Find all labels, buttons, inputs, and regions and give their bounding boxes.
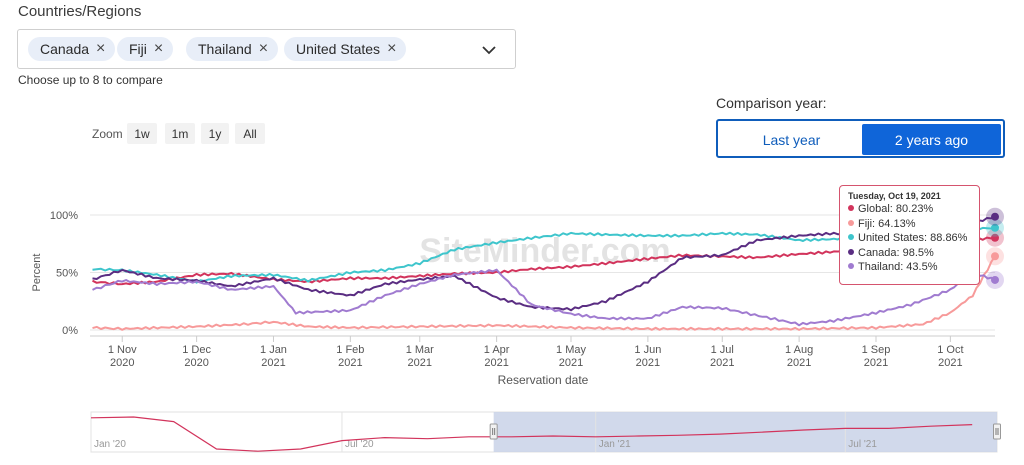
zoom-1w-button[interactable]: 1w bbox=[127, 123, 157, 144]
x-tick-label: 1 Jan bbox=[260, 344, 287, 356]
navigator-tick-label: Jan '21 bbox=[599, 439, 631, 450]
chevron-down-icon[interactable] bbox=[481, 42, 497, 58]
remove-chip-icon[interactable]: × bbox=[96, 40, 106, 57]
x-axis-title: Reservation date bbox=[498, 373, 589, 387]
chip-label: United States bbox=[296, 41, 381, 57]
watermark-text: SiteMinder.com bbox=[419, 232, 670, 270]
tooltip-text: United States: 88.86% bbox=[858, 232, 968, 244]
x-tick-label: 2021 bbox=[710, 357, 734, 369]
x-tick-label: 2021 bbox=[408, 357, 432, 369]
hover-tooltip: Tuesday, Oct 19, 2021 Global: 80.23% Fij… bbox=[839, 185, 980, 285]
navigator-tick-label: Jul '21 bbox=[848, 439, 877, 450]
hover-marker bbox=[991, 252, 999, 261]
zoom-label: Zoom bbox=[92, 127, 123, 141]
x-tick-label: 1 Sep bbox=[862, 344, 891, 356]
x-tick-label: 2021 bbox=[636, 357, 660, 369]
x-tick-label: 2021 bbox=[864, 357, 888, 369]
tooltip-text: Global: 80.23% bbox=[858, 203, 934, 215]
chip-thailand[interactable]: Thailand × bbox=[186, 37, 279, 61]
legend-dot bbox=[848, 219, 854, 226]
tooltip-text: Fiji: 64.13% bbox=[858, 217, 916, 230]
x-tick-label: 1 Apr bbox=[484, 344, 510, 356]
range-navigator[interactable]: Jan '20 Jul '20 Jan '21 Jul '21 bbox=[90, 411, 1001, 453]
tooltip-row-fiji: Fiji: 64.13% bbox=[848, 217, 971, 232]
countries-multiselect[interactable]: Canada × Fiji × Thailand × United States… bbox=[17, 29, 516, 69]
x-tick-label: 2021 bbox=[261, 357, 285, 369]
compare-limit-hint: Choose up to 8 to compare bbox=[18, 73, 163, 87]
x-tick-label: 1 Jun bbox=[634, 344, 661, 356]
x-tick-label: 2020 bbox=[184, 357, 208, 369]
y-axis-title: Percent bbox=[31, 254, 43, 292]
x-tick-label: 2021 bbox=[787, 357, 811, 369]
hover-marker bbox=[991, 275, 999, 284]
x-tick-label: 1 Aug bbox=[785, 344, 813, 356]
x-tick-label: 2021 bbox=[338, 357, 362, 369]
zoom-all-button[interactable]: All bbox=[235, 123, 265, 144]
tooltip-row-united-states: United States: 88.86% bbox=[848, 231, 971, 246]
comparison-year-toggle: Last year 2 years ago bbox=[716, 119, 1005, 158]
y-tick-label: 0% bbox=[62, 325, 78, 337]
legend-dot bbox=[848, 248, 854, 255]
x-tick-label: 1 May bbox=[556, 344, 586, 356]
x-tick-label: 1 Jul bbox=[711, 344, 734, 356]
remove-chip-icon[interactable]: × bbox=[153, 40, 164, 57]
remove-chip-icon[interactable]: × bbox=[258, 40, 269, 57]
legend-dot bbox=[848, 205, 854, 211]
zoom-1y-button[interactable]: 1y bbox=[201, 123, 229, 144]
navigator-handle bbox=[489, 423, 498, 440]
tooltip-row-global: Global: 80.23% bbox=[848, 202, 971, 217]
legend-dot bbox=[848, 263, 854, 269]
countries-regions-title: Countries/Regions bbox=[18, 3, 142, 20]
y-axis: 0% 50% 100% Percent bbox=[31, 210, 78, 337]
series-line-fiji bbox=[92, 255, 996, 331]
chip-label: Fiji bbox=[129, 41, 147, 57]
y-tick-label: 100% bbox=[50, 210, 78, 222]
chip-label: Thailand bbox=[198, 41, 252, 57]
tooltip-row-canada: Canada: 98.5% bbox=[848, 246, 971, 261]
navigator-tick-label: Jan '20 bbox=[94, 439, 126, 450]
x-tick-label: 2021 bbox=[559, 357, 583, 369]
two-years-ago-option[interactable]: 2 years ago bbox=[862, 124, 1001, 155]
navigator-selection bbox=[493, 412, 997, 452]
navigator-series-line bbox=[90, 416, 973, 452]
x-tick-label: 2021 bbox=[484, 357, 508, 369]
hover-marker bbox=[991, 223, 999, 232]
x-tick-label: 2021 bbox=[938, 357, 962, 369]
remove-chip-icon[interactable]: × bbox=[387, 40, 397, 57]
x-tick-label: 2020 bbox=[110, 357, 134, 369]
zoom-1m-button[interactable]: 1m bbox=[165, 123, 195, 144]
legend-dot bbox=[848, 234, 854, 240]
tooltip-text: Thailand: 43.5% bbox=[858, 261, 938, 273]
hover-marker bbox=[991, 233, 999, 242]
navigator-handle bbox=[993, 423, 1001, 440]
x-tick-label: 1 Dec bbox=[182, 344, 211, 356]
x-tick-label: 1 Nov bbox=[108, 344, 137, 356]
series-line-thailand bbox=[92, 268, 996, 327]
x-tick-label: 1 Feb bbox=[336, 344, 364, 356]
last-year-option[interactable]: Last year bbox=[762, 131, 821, 148]
x-tick-label: 1 Mar bbox=[406, 344, 434, 356]
tooltip-text: Canada: 98.5% bbox=[858, 246, 934, 259]
chip-fiji[interactable]: Fiji × bbox=[117, 37, 174, 61]
chip-united-states[interactable]: United States × bbox=[284, 37, 407, 61]
y-tick-label: 50% bbox=[56, 268, 78, 280]
chip-canada[interactable]: Canada × bbox=[28, 37, 116, 61]
hover-markers bbox=[986, 207, 1004, 289]
chip-label: Canada bbox=[40, 41, 90, 57]
hover-marker bbox=[991, 212, 999, 221]
tooltip-row-thailand: Thailand: 43.5% bbox=[848, 260, 971, 275]
comparison-year-label: Comparison year: bbox=[716, 95, 827, 111]
x-tick-label: 1 Oct bbox=[937, 344, 963, 356]
navigator-tick-label: Jul '20 bbox=[345, 439, 374, 450]
tooltip-date: Tuesday, Oct 19, 2021 bbox=[848, 191, 941, 201]
